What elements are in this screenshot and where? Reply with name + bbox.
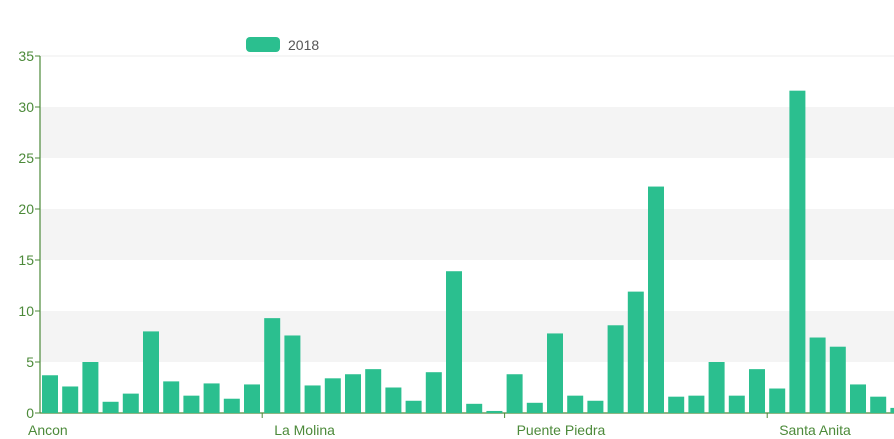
y-tick-label: 10 (18, 303, 34, 319)
bar[interactable] (688, 395, 705, 413)
x-axis: Ancon La Molina Puente Piedra Santa Anita (28, 412, 894, 438)
bar[interactable] (627, 291, 644, 413)
bars (42, 90, 894, 414)
bar[interactable] (284, 335, 301, 413)
y-tick-label: 20 (18, 201, 34, 217)
y-tick-label: 15 (18, 252, 34, 268)
bar[interactable] (324, 378, 341, 413)
bar[interactable] (385, 387, 402, 414)
bar[interactable] (466, 403, 483, 413)
bar[interactable] (486, 410, 503, 413)
y-axis: 0 5 10 15 20 25 30 35 (18, 48, 41, 421)
y-tick-label: 25 (18, 150, 34, 166)
bar[interactable] (749, 369, 765, 413)
bar[interactable] (345, 374, 361, 413)
x-tick-label: Puente Piedra (517, 422, 606, 438)
grid-bands (40, 55, 894, 362)
bar[interactable] (850, 384, 866, 413)
x-tick-label: La Molina (274, 422, 335, 438)
bar[interactable] (102, 401, 119, 413)
bar[interactable] (890, 407, 894, 413)
bar[interactable] (809, 337, 826, 413)
grid-band (40, 311, 894, 362)
bar[interactable] (547, 333, 563, 413)
grid-band (40, 209, 894, 260)
x-tick-label: Santa Anita (779, 422, 851, 438)
legend-swatch[interactable] (246, 37, 280, 52)
bar[interactable] (244, 384, 260, 413)
legend[interactable]: 2018 (246, 37, 319, 53)
bar[interactable] (304, 385, 321, 413)
bar[interactable] (870, 396, 887, 413)
bar[interactable] (405, 400, 422, 413)
bar[interactable] (526, 402, 543, 413)
y-tick-label: 35 (18, 48, 34, 64)
bar[interactable] (223, 398, 240, 413)
bar[interactable] (789, 90, 806, 414)
bar[interactable] (728, 395, 745, 413)
bar[interactable] (163, 381, 180, 413)
bar[interactable] (183, 395, 200, 413)
grid-band (40, 107, 894, 158)
bar[interactable] (567, 395, 584, 413)
bar[interactable] (668, 396, 685, 413)
bar[interactable] (708, 362, 725, 413)
bar[interactable] (506, 374, 523, 413)
bar[interactable] (648, 186, 664, 413)
bar[interactable] (425, 372, 442, 413)
x-tick-label: Ancon (28, 422, 68, 438)
y-tick-label: 30 (18, 99, 34, 115)
bar[interactable] (143, 331, 159, 413)
y-tick-label: 5 (26, 354, 34, 370)
bar[interactable] (769, 388, 786, 413)
bar[interactable] (42, 375, 58, 413)
bar[interactable] (829, 346, 846, 413)
legend-label[interactable]: 2018 (288, 37, 319, 53)
bar[interactable] (122, 393, 139, 413)
bar[interactable] (607, 325, 624, 413)
bar[interactable] (446, 271, 462, 413)
bar[interactable] (62, 386, 79, 413)
bar[interactable] (365, 369, 382, 413)
bar[interactable] (82, 362, 99, 413)
bar[interactable] (264, 318, 281, 413)
y-tick-label: 0 (26, 405, 34, 421)
bar[interactable] (587, 400, 604, 413)
bar[interactable] (203, 383, 220, 413)
